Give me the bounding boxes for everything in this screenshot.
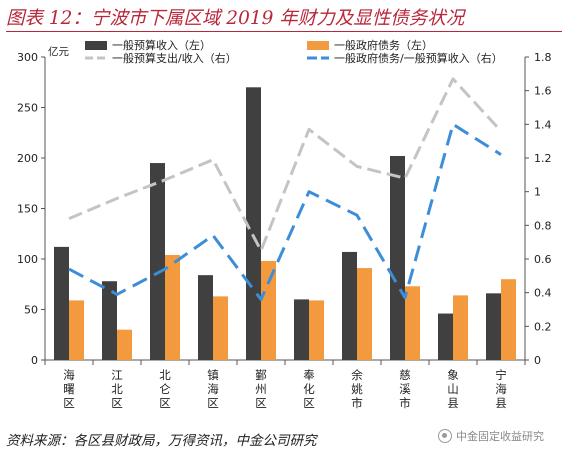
bar-gov-debt <box>165 254 180 360</box>
x-tick-label: 余姚市 <box>351 368 363 410</box>
x-tick-label: 镇海区 <box>207 368 219 410</box>
x-tick-label: 象山县 <box>447 368 459 410</box>
right-tick-label: 0.6 <box>534 253 552 266</box>
source-note: 资料来源：各区县财政局，万得资讯，中金公司研究 <box>6 433 317 449</box>
line-debt-revenue-ratio <box>68 122 502 301</box>
chart-title: 图表 12：宁波市下属区域 2019 年财力及显性债务状况 <box>6 8 465 29</box>
legend-swatch <box>85 41 107 50</box>
x-tick-label: 海曙区 <box>63 368 75 410</box>
left-tick-label: 250 <box>17 102 38 115</box>
legend-label: 一般预算收入（左） <box>112 38 211 52</box>
bar-gov-debt <box>453 295 468 360</box>
bar-budget-revenue <box>54 246 69 360</box>
x-tick-label: 北仑区 <box>159 368 171 410</box>
bar-gov-debt <box>357 268 372 360</box>
right-tick-label: 0.8 <box>534 219 552 232</box>
bar-budget-revenue <box>294 299 309 360</box>
bar-budget-revenue <box>342 251 357 360</box>
bar-gov-debt <box>405 286 420 360</box>
left-tick-label: 100 <box>17 253 38 266</box>
bar-gov-debt <box>117 329 132 360</box>
x-tick-label: 慈溪市 <box>399 368 411 410</box>
chart-canvas: 0 50 100 150 200 250 300 亿元 0 0.2 0.4 0.6 0.8 1 1.2 1.4… <box>17 38 552 410</box>
legend-label: 一般政府债务（左） <box>334 38 433 52</box>
wechat-logo-icon <box>438 429 452 443</box>
bar-budget-revenue <box>102 281 117 360</box>
legend-label: 一般政府债务/一般预算收入（右） <box>334 51 503 65</box>
watermark-text: 中金固定收益研究 <box>456 430 544 443</box>
left-tick-label: 150 <box>17 203 38 216</box>
right-tick-label: 0 <box>534 354 541 367</box>
bar-budget-revenue <box>198 275 213 360</box>
bar-budget-revenue <box>246 87 261 361</box>
legend-swatch <box>307 41 329 50</box>
bar-gov-debt <box>309 300 324 360</box>
line-expenditure-revenue-ratio <box>68 77 503 253</box>
x-tick-label: 宁海县 <box>495 368 507 410</box>
left-tick-label: 50 <box>24 304 38 317</box>
x-tick-label: 鄞州区 <box>255 368 267 410</box>
right-tick-label: 1.8 <box>534 51 552 64</box>
right-tick-label: 1.6 <box>534 85 552 98</box>
bar-gov-debt <box>501 279 516 360</box>
bar-budget-revenue <box>150 163 165 360</box>
bar-budget-revenue <box>486 293 501 360</box>
x-tick-label: 江北区 <box>111 368 123 410</box>
bar-gov-debt <box>69 300 84 360</box>
bar-budget-revenue <box>390 155 405 360</box>
left-tick-label: 0 <box>31 354 38 367</box>
watermark: 中金固定收益研究 <box>438 428 544 444</box>
title-divider <box>6 31 562 32</box>
legend-label: 一般预算支出/收入（右） <box>112 51 237 65</box>
right-tick-label: 0.2 <box>534 320 552 333</box>
right-tick-label: 1 <box>534 186 541 199</box>
right-tick-label: 1.2 <box>534 152 552 165</box>
left-axis-unit: 亿元 <box>48 45 69 58</box>
x-tick-label: 奉化区 <box>303 368 315 410</box>
left-tick-label: 200 <box>17 152 38 165</box>
left-tick-label: 300 <box>17 51 38 64</box>
right-tick-label: 1.4 <box>534 118 552 131</box>
bar-budget-revenue <box>438 313 453 360</box>
right-tick-label: 0.4 <box>534 287 552 300</box>
bar-gov-debt <box>261 261 276 360</box>
bar-gov-debt <box>213 296 228 360</box>
